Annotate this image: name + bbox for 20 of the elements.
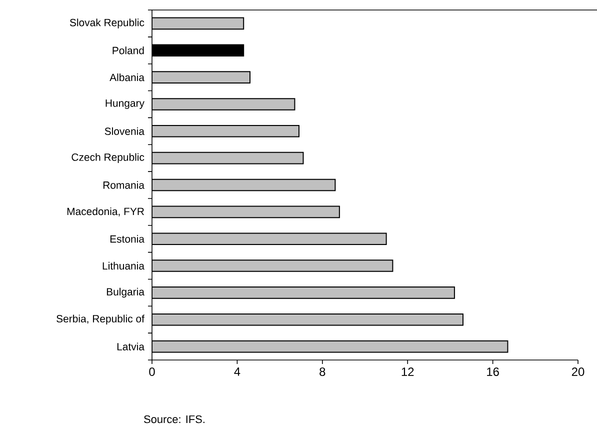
y-tick-label: Bulgaria bbox=[106, 288, 144, 298]
x-tick-label: 4 bbox=[234, 368, 240, 376]
y-tick-label: Serbia, Republic of bbox=[56, 314, 144, 324]
y-tick-label: Hungary bbox=[106, 100, 144, 109]
y-tick-label: Slovenia bbox=[104, 127, 144, 136]
y-tick-label: Czech Republic bbox=[72, 153, 144, 163]
x-tick-label: 0 bbox=[149, 368, 155, 376]
x-tick-label: 16 bbox=[487, 368, 499, 376]
y-tick-label: Estonia bbox=[110, 235, 144, 243]
y-tick-label: Macedonia, FYR bbox=[67, 207, 144, 216]
x-tick-label: 12 bbox=[402, 368, 414, 376]
source-note: Source: IFS. bbox=[144, 415, 204, 424]
x-tick-label: 8 bbox=[320, 368, 326, 376]
y-tick-label: Lithuania bbox=[102, 262, 144, 270]
x-tick-label: 20 bbox=[572, 368, 584, 376]
y-tick-label: Albania bbox=[110, 73, 144, 82]
y-tick-label: Slovak Republic bbox=[70, 18, 144, 28]
y-tick-label: Latvia bbox=[117, 342, 144, 350]
y-tick-label: Romania bbox=[103, 181, 144, 189]
y-tick-label: Poland bbox=[112, 46, 144, 54]
